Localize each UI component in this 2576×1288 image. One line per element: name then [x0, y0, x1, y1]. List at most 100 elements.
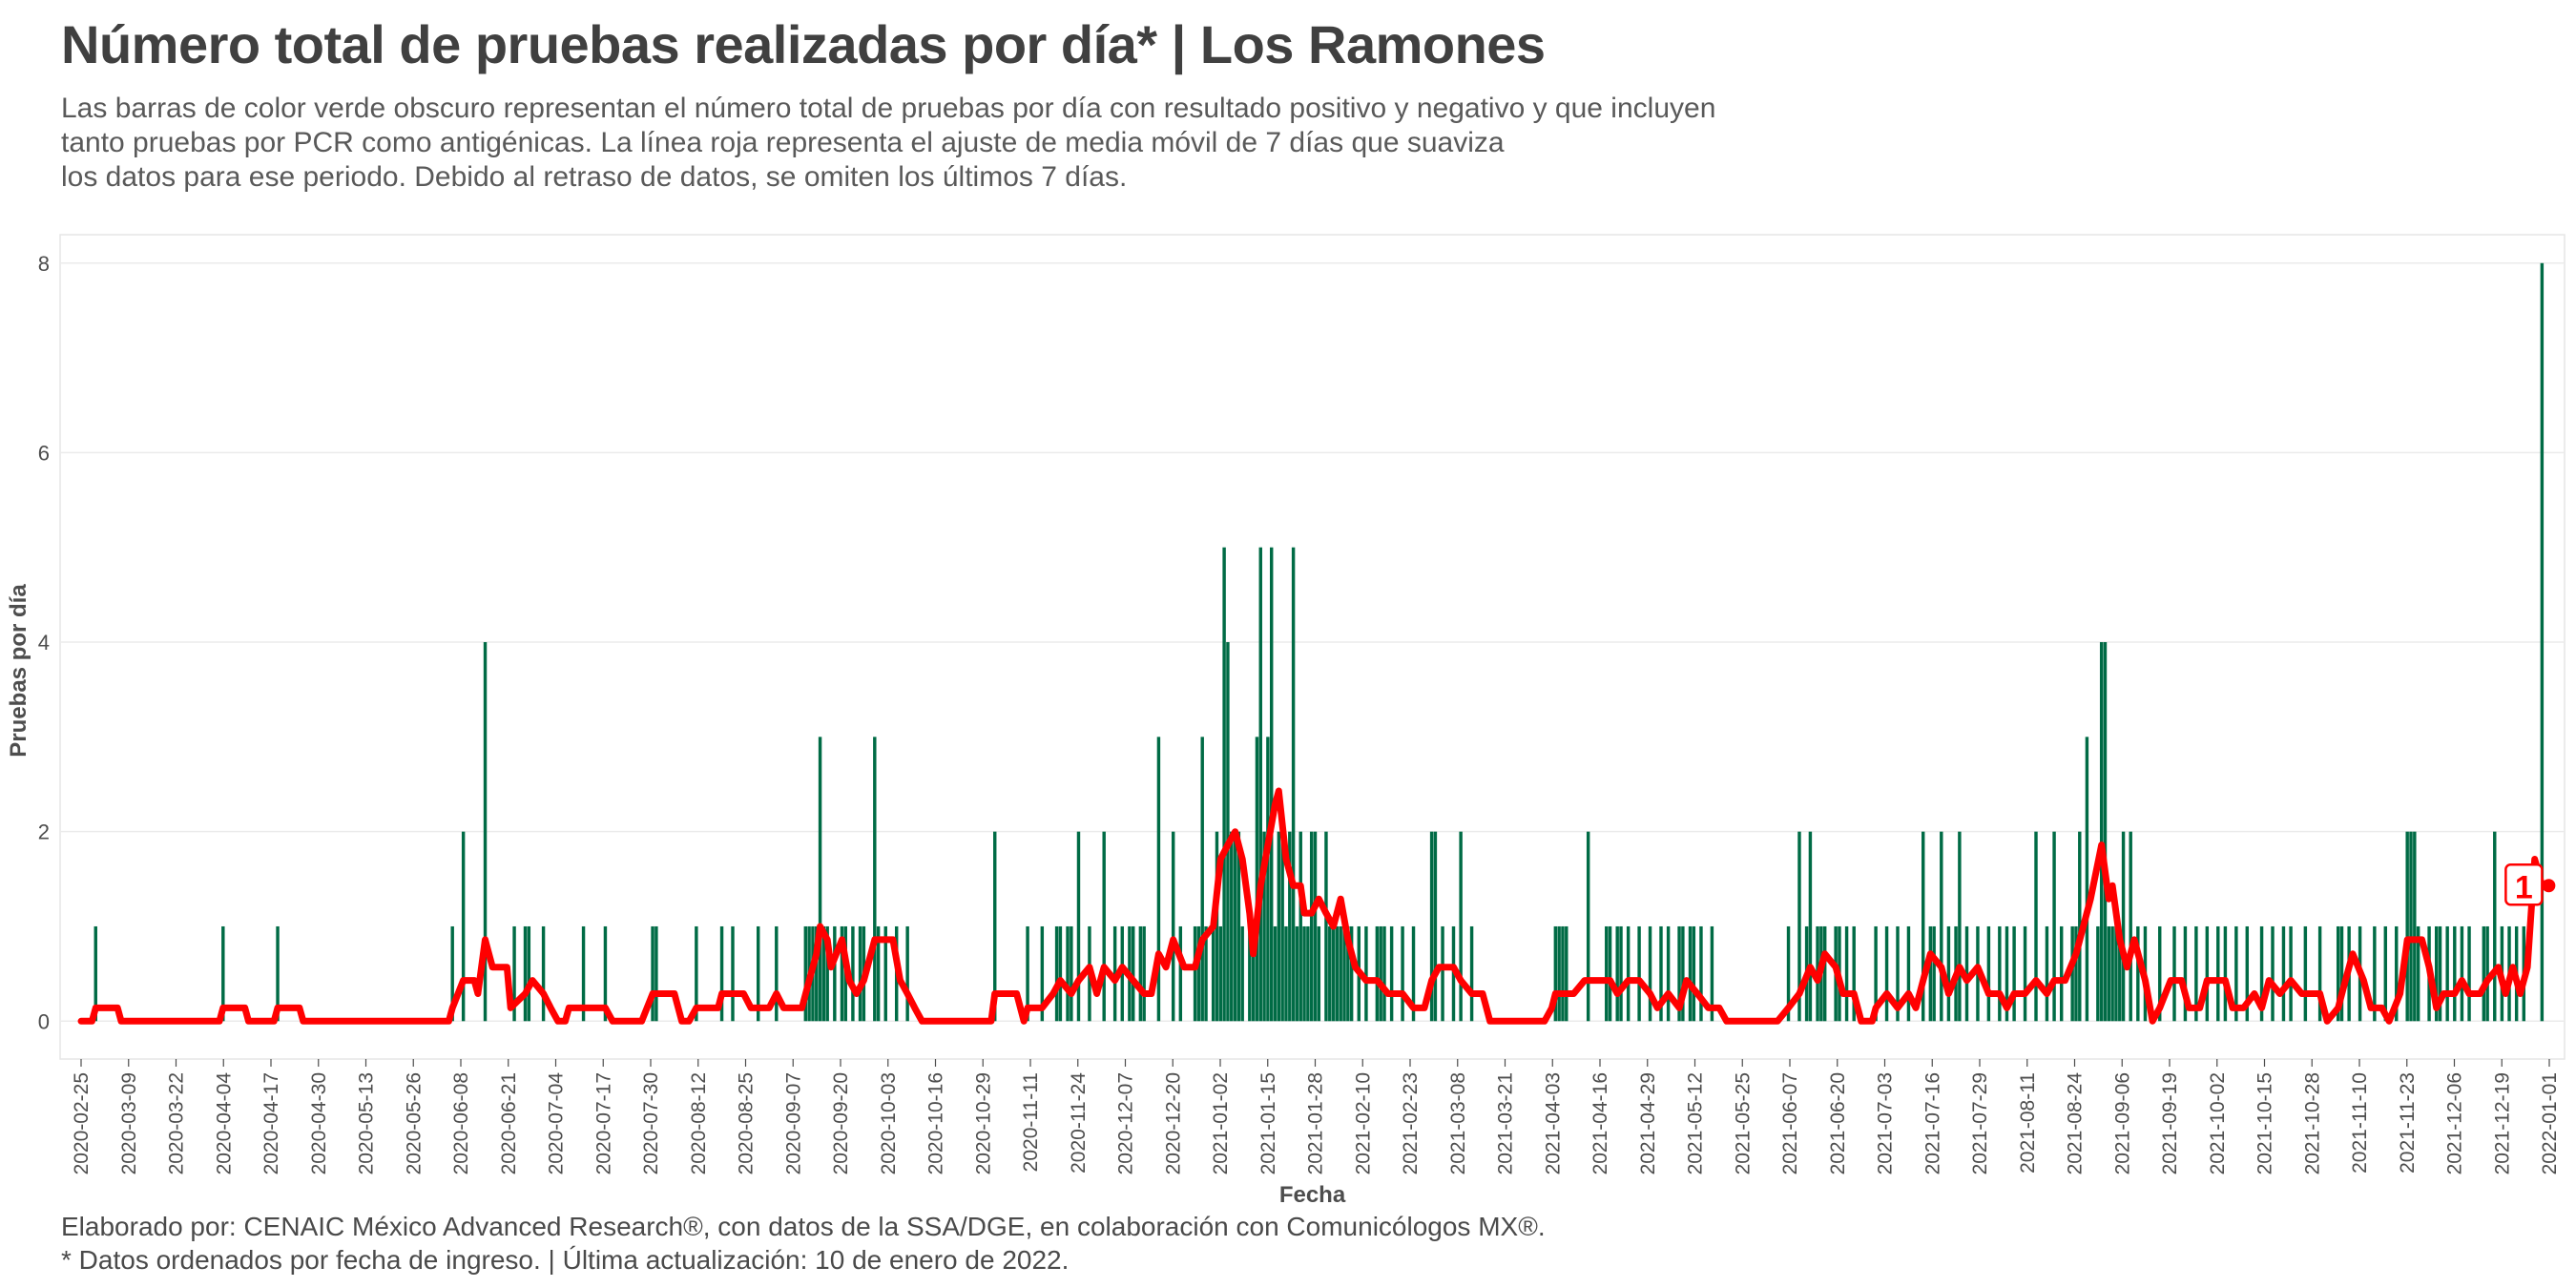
- bar: [840, 925, 844, 1022]
- x-tick-label: 2021-07-16: [1922, 1072, 1943, 1174]
- bar: [731, 925, 735, 1022]
- bar: [1066, 925, 1070, 1022]
- bar: [1940, 831, 1943, 1022]
- bar: [1906, 925, 1911, 1022]
- bar: [1277, 831, 1281, 1022]
- x-tick-label: 2021-01-15: [1257, 1072, 1279, 1174]
- bar: [1786, 925, 1791, 1022]
- bar: [1204, 925, 1208, 1022]
- bar: [1298, 831, 1302, 1022]
- bar: [1331, 925, 1336, 1022]
- caption-line: * Datos ordenados por fecha de ingreso. …: [61, 1245, 1070, 1275]
- bar: [1273, 925, 1278, 1022]
- bar: [883, 925, 887, 1022]
- bar: [1102, 831, 1106, 1022]
- bar: [527, 925, 531, 1022]
- bar: [2216, 925, 2220, 1022]
- bar: [2395, 925, 2399, 1022]
- bar: [1226, 642, 1230, 1022]
- bar: [581, 925, 586, 1022]
- bar: [2281, 925, 2286, 1022]
- x-tick-label: 2020-09-20: [830, 1072, 852, 1174]
- bar: [2467, 925, 2471, 1022]
- bar: [2118, 925, 2122, 1022]
- bar: [1557, 925, 1561, 1022]
- bar: [2023, 925, 2027, 1022]
- x-tick-label: 2020-12-07: [1115, 1072, 1137, 1174]
- bar: [873, 737, 877, 1022]
- bar: [1677, 925, 1681, 1022]
- bar: [695, 925, 698, 1022]
- bar: [1998, 925, 2002, 1022]
- x-tick-label: 2020-07-04: [546, 1072, 568, 1175]
- bar: [2223, 925, 2228, 1022]
- bar: [1648, 925, 1652, 1022]
- x-tick-label: 2020-04-04: [213, 1072, 235, 1175]
- x-tick-label: 2020-05-13: [356, 1072, 378, 1174]
- bar: [1288, 831, 1292, 1022]
- bar: [2303, 925, 2308, 1022]
- bar: [1346, 925, 1350, 1022]
- bar: [1681, 925, 1685, 1022]
- bar: [523, 925, 528, 1022]
- x-tick-label: 2020-10-16: [925, 1072, 947, 1174]
- x-tick-label: 2020-11-11: [1020, 1072, 1042, 1172]
- bar: [1401, 925, 1404, 1022]
- x-tick-label: 2021-10-28: [2301, 1072, 2323, 1174]
- bar: [483, 642, 488, 1022]
- bar: [851, 925, 855, 1022]
- bar: [2383, 925, 2388, 1022]
- x-tick-label: 2020-07-17: [592, 1072, 614, 1174]
- bar: [1441, 925, 1444, 1022]
- bar: [1459, 831, 1463, 1022]
- x-tick-label: 2021-03-21: [1495, 1072, 1517, 1174]
- y-tick-label: 0: [38, 1009, 50, 1033]
- bar: [1553, 925, 1558, 1022]
- bar: [2405, 831, 2409, 1022]
- x-tick-label: 2021-02-23: [1400, 1072, 1422, 1174]
- bar: [1269, 547, 1274, 1022]
- x-tick-label: 2020-10-03: [878, 1072, 900, 1174]
- bar: [993, 831, 997, 1022]
- x-tick-label: 2021-02-10: [1352, 1072, 1374, 1174]
- bar: [1218, 925, 1223, 1022]
- bar: [1349, 925, 1354, 1022]
- bar: [1586, 831, 1590, 1022]
- subtitle-line: los datos para ese periodo. Debido al re…: [61, 161, 1128, 193]
- bar: [2482, 925, 2486, 1022]
- bar: [1317, 925, 1321, 1022]
- bar: [1280, 831, 1284, 1022]
- bar: [1626, 925, 1631, 1022]
- x-tick-label: 2021-04-03: [1542, 1072, 1564, 1174]
- bar: [2413, 831, 2417, 1022]
- y-axis-ticks: 0 2 4 6 8: [38, 252, 50, 1033]
- bar: [1615, 925, 1619, 1022]
- bar: [1196, 925, 1201, 1022]
- bar: [1248, 925, 1252, 1022]
- bar: [2339, 925, 2344, 1022]
- bar: [2129, 831, 2132, 1022]
- x-tick-label: 2020-11-24: [1068, 1072, 1090, 1174]
- bar: [818, 737, 822, 1022]
- x-tick-label: 2020-04-30: [308, 1072, 330, 1174]
- moving-average-series: [77, 787, 2545, 1025]
- x-tick-label: 2021-05-12: [1685, 1072, 1707, 1174]
- bar: [2234, 925, 2238, 1022]
- caption-line: Elaborado por: CENAIC México Advanced Re…: [61, 1212, 1546, 1241]
- bar: [1076, 831, 1081, 1022]
- bar: [1896, 925, 1900, 1022]
- x-tick-label: 2021-12-19: [2491, 1072, 2513, 1174]
- bar: [1884, 925, 1889, 1022]
- bar: [1178, 925, 1183, 1022]
- bar: [1986, 925, 1991, 1022]
- bar: [1328, 925, 1332, 1022]
- y-tick-label: 2: [38, 821, 50, 844]
- bar: [2121, 831, 2126, 1022]
- x-tick-label: 2020-03-22: [166, 1072, 188, 1174]
- x-tick-label: 2021-09-06: [2111, 1072, 2133, 1174]
- annotation-label-box: [2504, 863, 2544, 906]
- bar: [2336, 925, 2340, 1022]
- bar: [1291, 547, 1296, 1022]
- bar: [833, 925, 837, 1022]
- bar: [2012, 925, 2016, 1022]
